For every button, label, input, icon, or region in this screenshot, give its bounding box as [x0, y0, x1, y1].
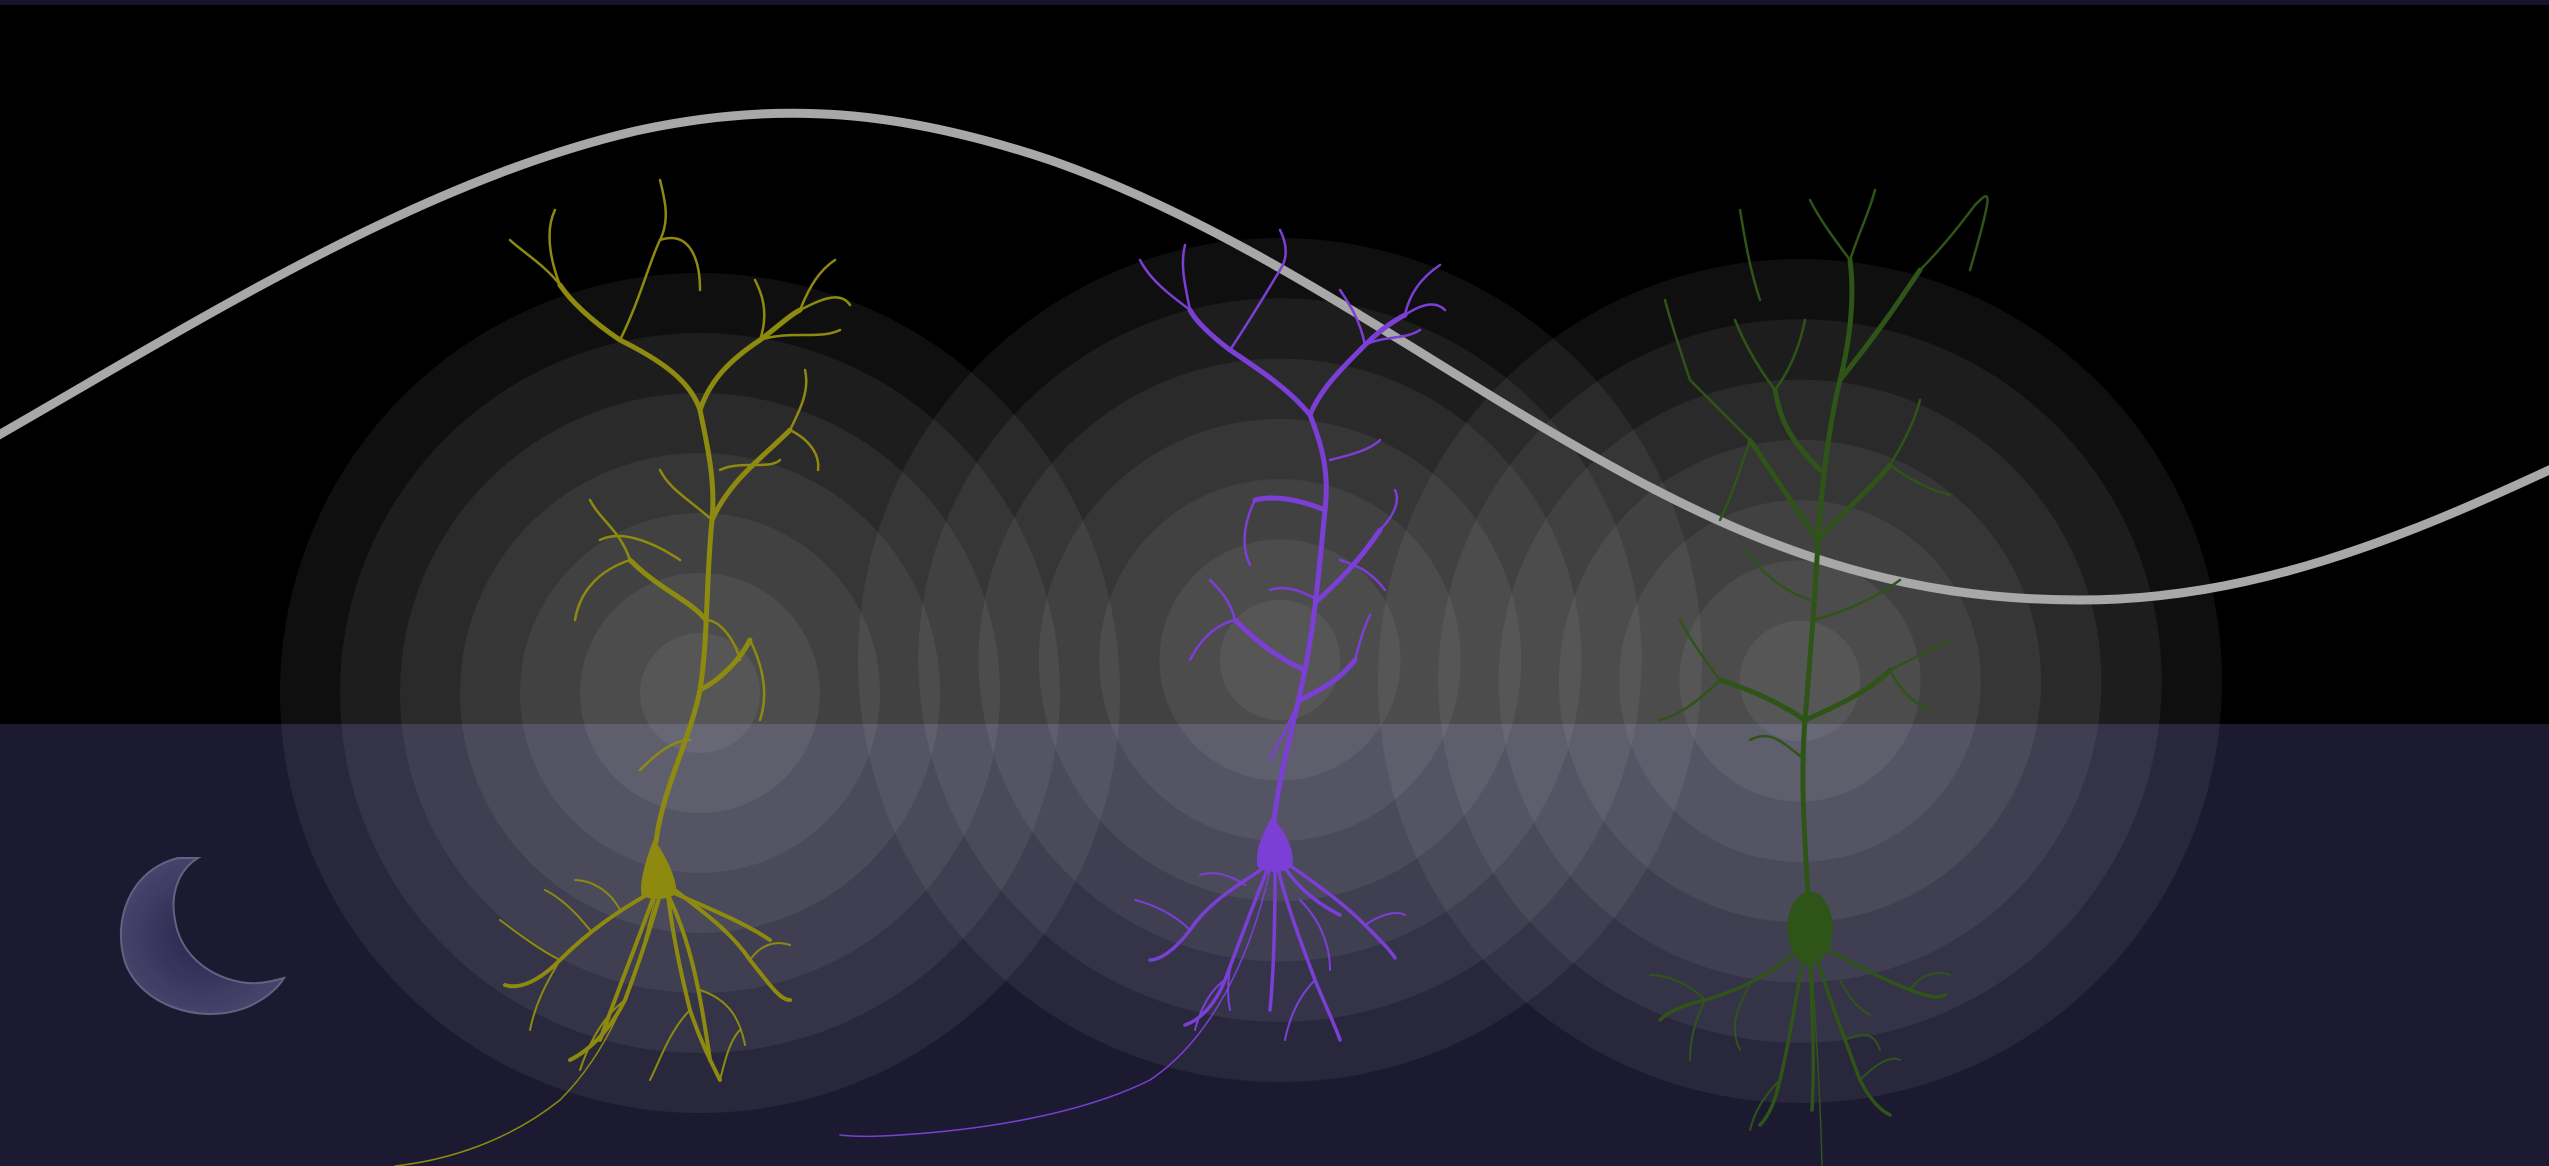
signal-wave	[0, 108, 2549, 605]
neuron-right-axon	[1811, 964, 1823, 1166]
neuron-left-axon	[394, 899, 656, 1166]
ring-right-5	[1619, 500, 1981, 862]
ring-middle-5	[1099, 479, 1461, 841]
ring-right-4	[1558, 439, 2042, 923]
ring-middle-6	[1159, 539, 1401, 781]
ring-right-3	[1498, 379, 2102, 983]
neuron-left-fine-dendrites	[508, 178, 852, 772]
neuron-right-fine-dendrites	[1658, 188, 1989, 762]
neuron-left-basal-fine	[499, 879, 791, 1081]
neuron-middle-basal-fine	[1134, 872, 1406, 1041]
neuron-right	[1649, 188, 1989, 1166]
crescent-loader-icon	[119, 857, 287, 1016]
ring-middle-4	[1038, 418, 1522, 902]
ring-group-right	[1378, 259, 2222, 1103]
ring-right-1	[1378, 259, 2222, 1103]
ring-group-middle	[858, 238, 1702, 1082]
ring-middle-7	[1219, 599, 1341, 721]
ring-right-7	[1739, 620, 1861, 742]
neuron-right-apical-dendrite	[1717, 257, 1923, 898]
ring-right-2	[1438, 319, 2162, 1043]
neuron-middle	[839, 228, 1447, 1138]
neuron-middle-apical-dendrite	[1187, 307, 1408, 823]
neuron-middle-axon	[839, 869, 1271, 1138]
neuron-right-basal-fine	[1649, 972, 1951, 1131]
ring-middle-2	[918, 298, 1642, 1022]
neuron-left	[394, 178, 852, 1166]
sky-background	[0, 0, 2549, 724]
ring-middle-1	[858, 238, 1702, 1082]
ring-right-6	[1679, 560, 1921, 802]
neuron-middle-fine-dendrites	[1138, 228, 1447, 762]
top-border	[0, 0, 2549, 5]
ring-middle-3	[978, 358, 1582, 962]
